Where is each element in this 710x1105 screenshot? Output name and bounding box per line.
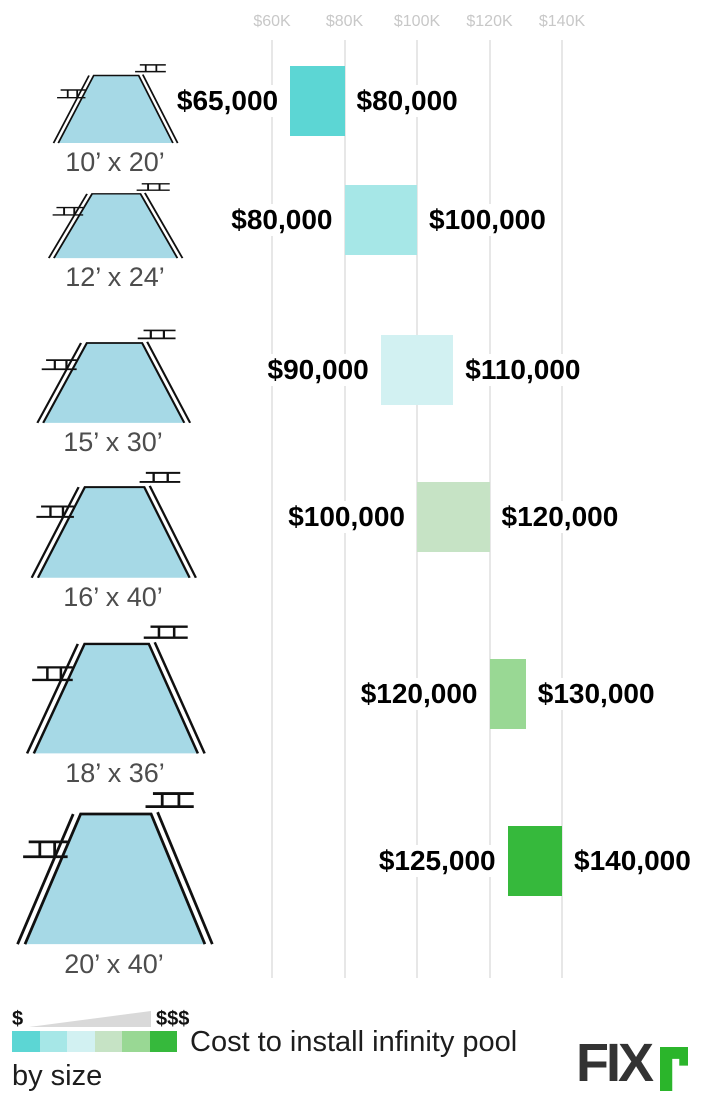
- ladder-icon: [32, 666, 73, 682]
- ladder-icon: [52, 206, 84, 216]
- ladder-icon: [136, 183, 170, 191]
- pool-drawing: [27, 469, 199, 579]
- max-cost-label: $110,000: [463, 354, 583, 386]
- ladder-icon: [145, 792, 194, 808]
- axis-tick-label: $100K: [393, 13, 441, 30]
- legend-swatch: [12, 1031, 40, 1052]
- cost-range-bar: [507, 826, 562, 896]
- min-cost-label: $80,000: [229, 204, 335, 236]
- legend-swatch: [122, 1031, 150, 1052]
- gridline: [488, 40, 491, 978]
- pool-icon: [25, 625, 206, 754]
- pool-icon: [16, 792, 214, 945]
- pool-size-label: 15’ x 30’: [63, 427, 163, 457]
- pool-size-label: 20’ x 40’: [64, 949, 164, 979]
- legend-swatch: [39, 1031, 67, 1052]
- chart-title-continued: by size: [12, 1060, 103, 1092]
- pool-illustration: 12’ x 24’: [45, 181, 185, 293]
- cost-range-bar: [290, 66, 345, 136]
- pool-drawing: [12, 788, 216, 946]
- max-cost-label: $120,000: [499, 501, 621, 533]
- pool-illustration: 18’ x 36’: [22, 622, 208, 789]
- min-cost-label: $90,000: [265, 354, 371, 386]
- max-cost-label: $130,000: [535, 678, 657, 710]
- ladder-icon: [36, 505, 74, 518]
- ladder-icon: [57, 89, 86, 99]
- pool-illustration: 10’ x 20’: [50, 62, 180, 178]
- cost-range-bar: [417, 482, 490, 552]
- pool-illustration: 16’ x 40’: [27, 469, 199, 613]
- min-cost-label: $65,000: [174, 85, 281, 117]
- min-cost-label: $100,000: [286, 501, 407, 533]
- ladder-icon: [139, 471, 181, 483]
- legend-color-scale: [12, 1031, 177, 1052]
- ladder-icon: [143, 625, 188, 639]
- pool-size-label: 16’ x 40’: [63, 582, 163, 612]
- cost-range-bar: [344, 185, 417, 255]
- pool-icon: [52, 64, 179, 144]
- pool-icon: [47, 183, 184, 259]
- pool-size-label: 12’ x 24’: [65, 262, 165, 292]
- logo-text: FIX: [576, 1033, 654, 1093]
- max-cost-label: $100,000: [427, 204, 548, 236]
- ladder-icon: [41, 359, 77, 371]
- ladder-icon: [135, 64, 166, 73]
- axis-tick-label: $140K: [538, 13, 586, 30]
- legend-swatch: [149, 1031, 177, 1052]
- max-cost-label: $80,000: [354, 85, 460, 117]
- pool-drawing: [50, 62, 180, 144]
- legend-swatch: [94, 1031, 122, 1052]
- pool-icon: [36, 329, 192, 424]
- pool-icon: [30, 471, 197, 579]
- pool-drawing: [33, 327, 193, 424]
- max-cost-label: $140,000: [572, 845, 693, 877]
- logo-r-icon: [660, 1047, 688, 1091]
- legend-high-price-label: $$$: [156, 1008, 190, 1030]
- axis-tick-label: $80K: [325, 13, 364, 30]
- pool-drawing: [45, 181, 185, 259]
- legend-low-price-label: $: [12, 1008, 24, 1030]
- ladder-icon: [23, 840, 68, 859]
- chart-title: Cost to install infinity pool: [190, 1026, 518, 1058]
- cost-range-bar: [489, 659, 526, 729]
- pool-size-label: 18’ x 36’: [65, 758, 165, 788]
- gridline: [271, 40, 273, 978]
- legend-swatch: [67, 1031, 95, 1052]
- pool-illustration: 20’ x 40’: [12, 788, 216, 980]
- axis-tick-label: $60K: [253, 13, 291, 30]
- cost-range-bar: [380, 335, 454, 405]
- price-wedge-icon: [29, 1011, 151, 1027]
- min-cost-label: $125,000: [376, 845, 498, 877]
- min-cost-label: $120,000: [358, 678, 480, 710]
- pool-size-label: 10’ x 20’: [65, 147, 165, 177]
- axis-tick-label: $120K: [466, 13, 513, 30]
- pool-illustration: 15’ x 30’: [33, 327, 193, 458]
- ladder-icon: [137, 329, 176, 340]
- pool-drawing: [22, 622, 208, 755]
